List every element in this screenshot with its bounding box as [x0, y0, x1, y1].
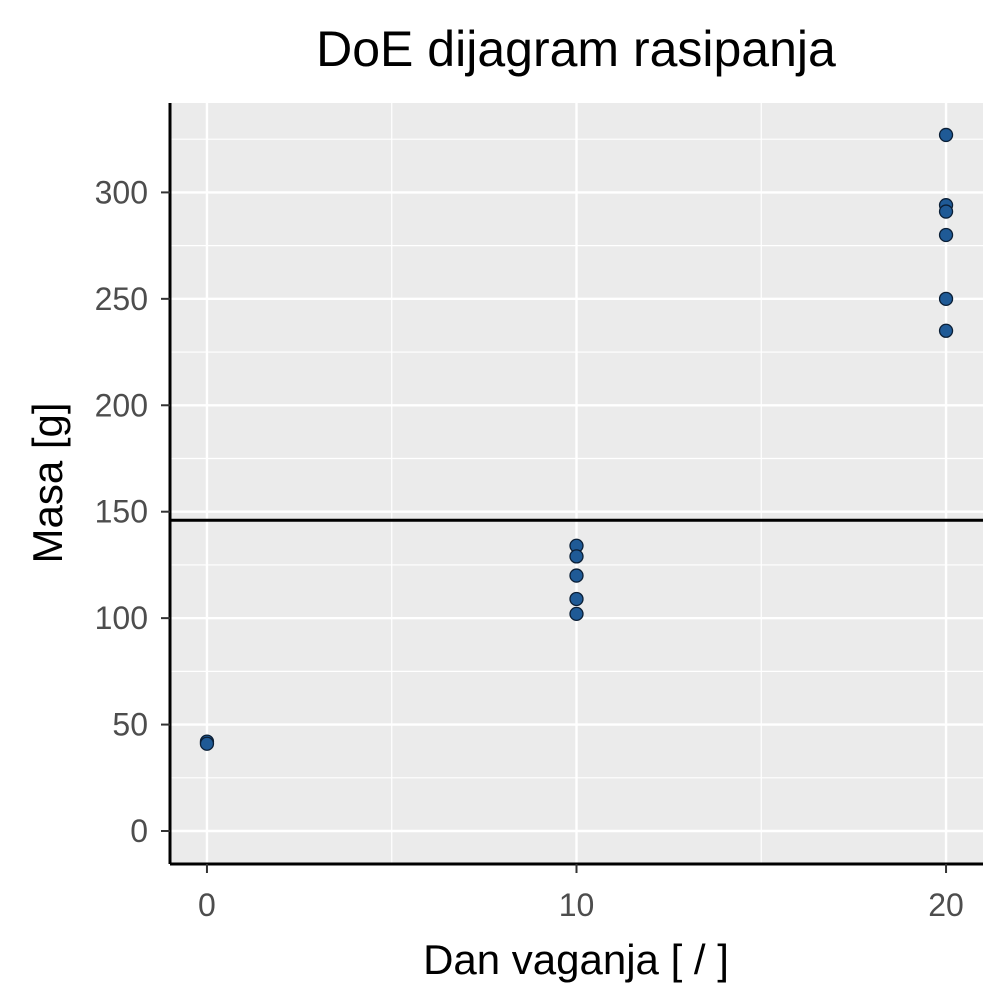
- y-axis-ticks: 0 50 100 150 200 250 300: [95, 174, 170, 849]
- x-tick-label: 0: [198, 887, 216, 923]
- y-tick-label: 300: [95, 174, 148, 210]
- data-point: [569, 591, 584, 607]
- data-point: [938, 127, 954, 143]
- data-point: [938, 323, 954, 338]
- data-point: [569, 549, 584, 564]
- y-axis-label: Masa [g]: [24, 402, 71, 563]
- data-point: [569, 606, 584, 622]
- x-axis-label: Dan vaganja [ / ]: [423, 936, 729, 983]
- major-gridlines: [170, 103, 983, 864]
- data-point: [938, 291, 954, 306]
- x-axis-ticks: 0 10 20: [198, 864, 964, 923]
- y-tick-label: 250: [95, 281, 148, 317]
- chart-title: DoE dijagram rasipanja: [316, 21, 836, 77]
- data-point: [938, 227, 954, 243]
- x-tick-label: 10: [559, 887, 595, 923]
- y-tick-label: 150: [95, 494, 148, 530]
- y-tick-label: 0: [130, 813, 148, 849]
- y-tick-label: 200: [95, 387, 148, 423]
- y-tick-label: 100: [95, 600, 148, 636]
- data-points: [199, 127, 954, 751]
- data-point: [199, 736, 215, 751]
- x-tick-label: 20: [928, 887, 964, 923]
- data-point: [938, 204, 954, 219]
- data-point: [569, 568, 584, 583]
- y-tick-label: 50: [112, 707, 148, 743]
